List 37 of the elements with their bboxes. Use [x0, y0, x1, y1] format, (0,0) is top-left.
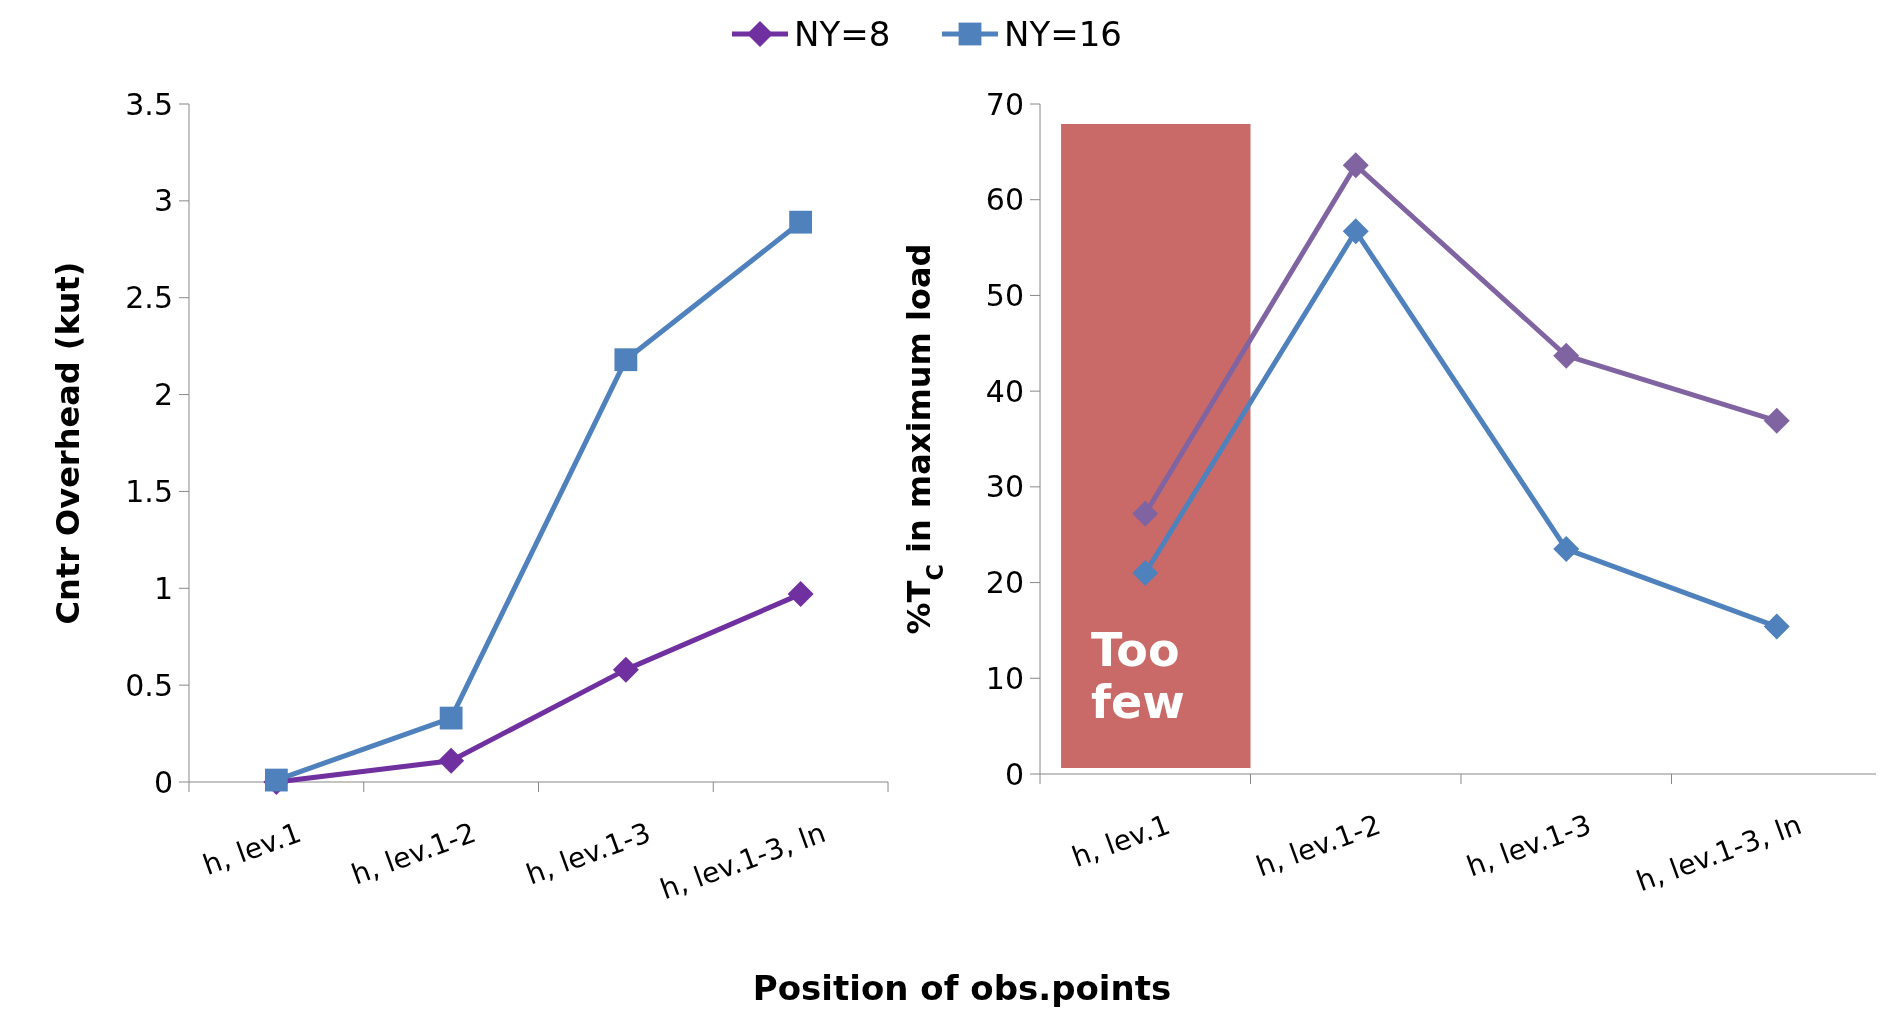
point	[1763, 407, 1790, 434]
y-tick-label: 30	[985, 469, 1024, 505]
point	[438, 747, 465, 774]
point	[1763, 613, 1790, 640]
y-tick-label: 70	[985, 86, 1024, 122]
x-axis-title: Position of obs.points	[752, 968, 1172, 1008]
point	[1553, 536, 1580, 563]
band-label: Too few	[1090, 623, 1186, 729]
y-tick-label: 3	[153, 183, 173, 219]
y-tick-label: 3.5	[125, 86, 173, 122]
point	[1132, 560, 1159, 586]
y-tick-label: 0	[1004, 756, 1024, 792]
legend-label: NY=8	[794, 13, 891, 54]
point	[1342, 152, 1369, 179]
x-tick-label: h, lev.1	[1067, 807, 1175, 874]
y-tick-label: 60	[985, 182, 1024, 218]
y-tick-label: 10	[985, 660, 1024, 696]
x-tick-label: h, lev.1	[198, 815, 306, 882]
y-tick-label: 20	[985, 565, 1024, 601]
point	[1132, 500, 1159, 527]
y-tick-label: 1	[153, 570, 173, 606]
point	[787, 581, 814, 608]
point	[789, 210, 813, 234]
y-tick-label: 2.5	[125, 280, 173, 316]
y-axis-title: Cntr Overhead (kut)	[49, 261, 87, 625]
legend-label: NY=16	[1004, 13, 1122, 54]
y-tick-label: 40	[985, 373, 1024, 409]
y-tick-label: 0.5	[125, 667, 173, 703]
point	[1342, 218, 1369, 245]
point	[612, 656, 639, 683]
y-tick-label: 1.5	[125, 473, 173, 509]
point	[1553, 342, 1580, 369]
y-tick-label: 2	[153, 377, 173, 413]
point	[614, 348, 638, 372]
point	[439, 706, 463, 730]
y-tick-label: 50	[985, 277, 1024, 313]
y-tick-label: 0	[153, 764, 173, 800]
